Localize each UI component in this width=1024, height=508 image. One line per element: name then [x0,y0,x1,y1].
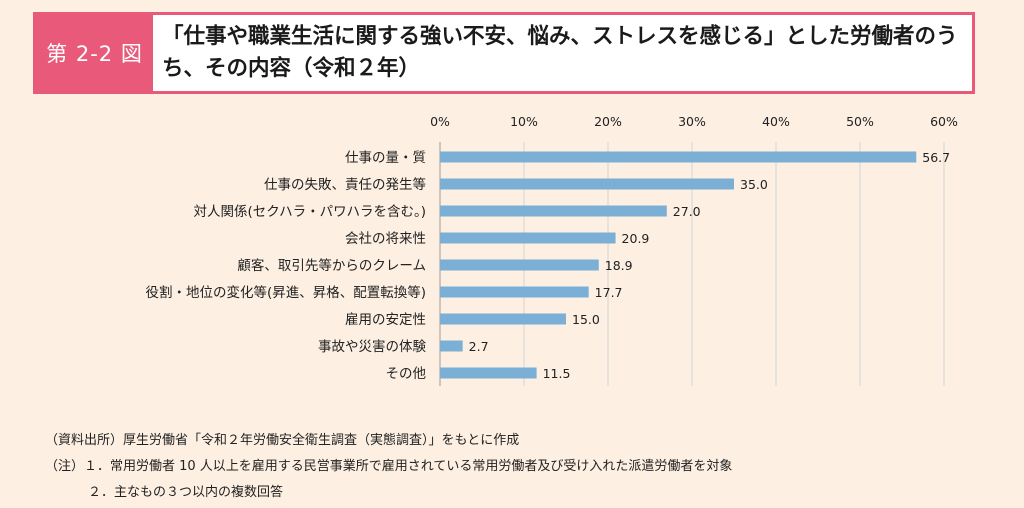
x-tick-label: 30% [678,114,706,129]
x-tick-label: 40% [762,114,790,129]
bar [440,313,566,325]
category-label: 役割・地位の変化等(昇進、昇格、配置転換等) [145,284,426,301]
figure-header: 第 2-2 図 「仕事や職業生活に関する強い不安、悩み、ストレスを感じる」とした… [33,12,975,94]
value-label: 18.9 [605,258,633,273]
bar [440,232,616,244]
figure-title: 「仕事や職業生活に関する強い不安、悩み、ストレスを感じる」とした労働者のうち、そ… [162,24,958,81]
value-label: 15.0 [572,312,600,327]
note-1: （注）１．常用労働者 10 人以上を雇用する民営事業所で雇用されている常用労働者… [45,459,733,474]
bar [440,178,734,190]
x-tick-label: 20% [594,114,622,129]
x-tick-label: 60% [930,114,958,129]
bar [440,340,463,352]
x-tick-label: 10% [510,114,538,129]
category-label: 会社の将来性 [345,231,426,247]
value-label: 20.9 [622,231,650,246]
category-label: 仕事の量・質 [345,150,426,166]
value-label: 2.7 [469,339,489,354]
figure-label: 第 2-2 図 [36,15,153,91]
bar [440,205,667,217]
category-label: 対人関係(セクハラ・パワハラを含む。) [194,204,426,220]
note-2: ２．主なもの３つ以内の複数回答 [88,485,284,500]
category-label: その他 [386,366,427,382]
bar [440,367,537,379]
source-note: （資料出所）厚生労働省「令和２年労働安全衛生調査（実態調査）」をもとに作成 [45,433,520,448]
notes: （資料出所）厚生労働省「令和２年労働安全衛生調査（実態調査）」をもとに作成 （注… [45,428,732,506]
value-label: 27.0 [673,204,701,219]
x-tick-label: 0% [430,114,450,129]
value-label: 35.0 [740,177,768,192]
category-label: 事故や災害の体験 [318,339,426,355]
bar [440,151,917,163]
category-label: 顧客、取引先等からのクレーム [237,257,426,274]
value-label: 17.7 [595,285,623,300]
category-label: 雇用の安定性 [345,311,426,328]
value-label: 11.5 [543,366,571,381]
category-label: 仕事の失敗、責任の発生等 [264,176,426,193]
bar [440,259,599,271]
value-label: 56.7 [922,150,950,165]
bar [440,286,589,298]
bar-chart: 0% 10% 20% 30% 40% 50% 60% 仕事の量・質 56.7 仕事の失敗、責任の発… [145,114,958,386]
x-tick-label: 50% [846,114,874,129]
